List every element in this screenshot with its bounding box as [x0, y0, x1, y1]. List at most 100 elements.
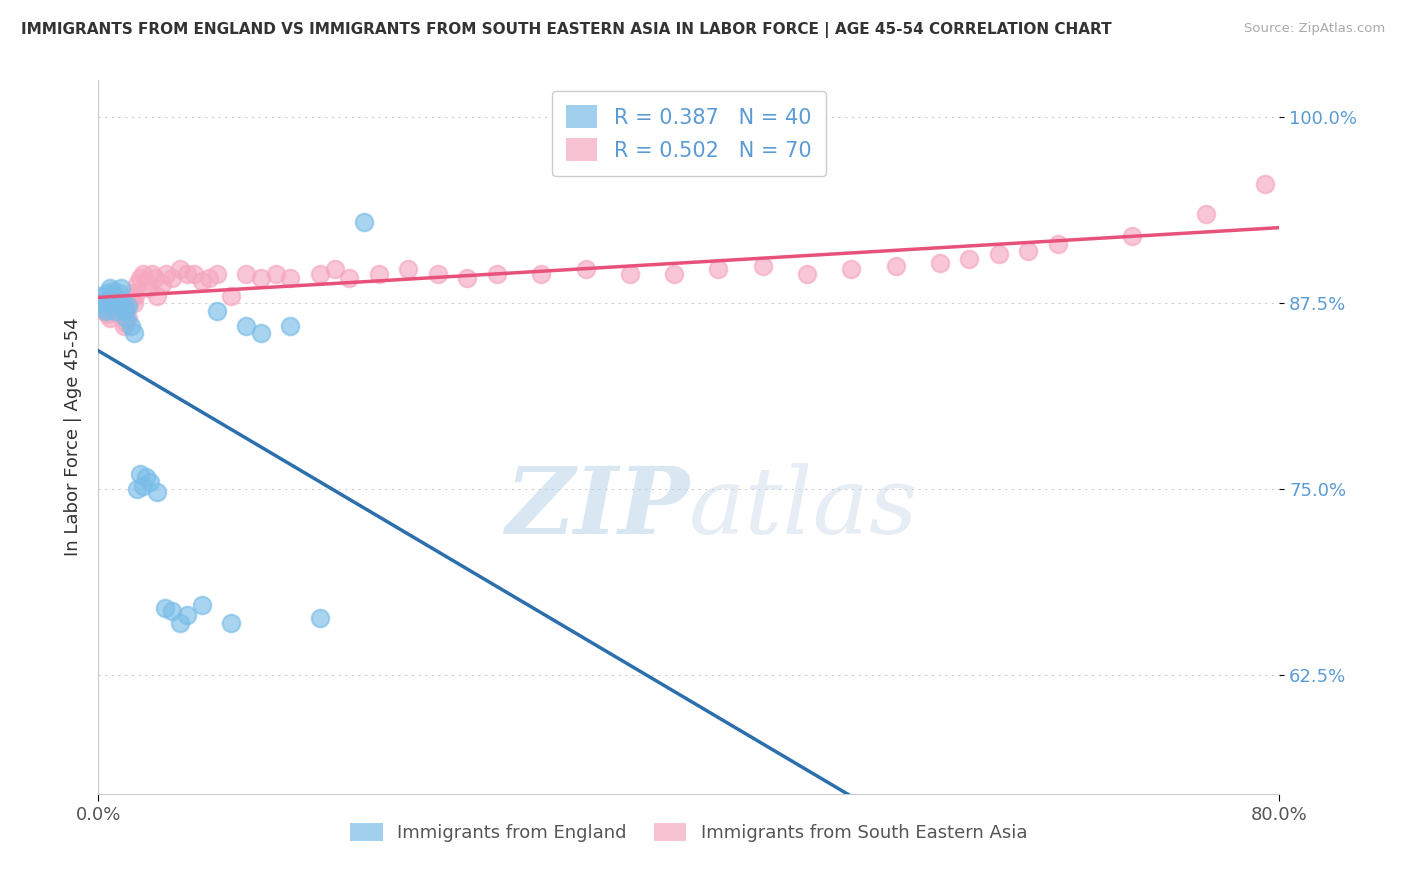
Point [110, 281, 132, 295]
Point [103, 285, 125, 299]
Point [114, 301, 136, 315]
Point [221, 615, 243, 630]
Point [111, 294, 134, 309]
Point [486, 267, 509, 281]
Point [111, 296, 134, 310]
Point [110, 307, 132, 321]
Point [124, 289, 146, 303]
Point [205, 303, 228, 318]
Point [191, 274, 214, 288]
Point [1018, 244, 1040, 259]
Point [884, 259, 907, 273]
Point [108, 301, 131, 315]
Point [841, 262, 863, 277]
Point [619, 267, 641, 281]
Point [929, 256, 952, 270]
Point [959, 252, 981, 266]
Point [575, 262, 598, 277]
Point [93, 301, 115, 315]
Point [1121, 229, 1143, 244]
Y-axis label: In Labor Force | Age 45-54: In Labor Force | Age 45-54 [63, 318, 82, 557]
Point [96, 307, 118, 321]
Point [132, 479, 155, 493]
Point [250, 271, 273, 285]
Point [235, 318, 257, 333]
Point [100, 289, 122, 303]
Point [117, 299, 139, 313]
Point [120, 318, 142, 333]
Point [93, 303, 115, 318]
Point [457, 271, 479, 285]
Point [96, 285, 118, 300]
Point [112, 318, 135, 333]
Point [104, 303, 127, 318]
Point [988, 247, 1011, 261]
Point [141, 267, 163, 281]
Point [115, 311, 138, 326]
Point [135, 470, 157, 484]
Point [100, 292, 122, 306]
Point [155, 267, 177, 281]
Point [752, 259, 775, 273]
Point [112, 303, 135, 318]
Point [339, 271, 361, 285]
Point [132, 267, 155, 281]
Point [280, 271, 302, 285]
Point [1195, 207, 1218, 221]
Point [107, 307, 129, 321]
Point [264, 267, 287, 281]
Point [125, 277, 148, 291]
Point [146, 485, 169, 500]
Point [114, 303, 136, 318]
Point [309, 611, 332, 625]
Point [796, 267, 818, 281]
Point [368, 267, 391, 281]
Point [94, 301, 117, 315]
Point [162, 271, 183, 285]
Point [115, 316, 138, 330]
Point [162, 604, 183, 618]
Point [143, 271, 166, 285]
Text: Source: ZipAtlas.com: Source: ZipAtlas.com [1244, 22, 1385, 36]
Point [128, 467, 150, 482]
Point [121, 285, 143, 300]
Point [98, 311, 121, 326]
Point [98, 281, 121, 295]
Point [176, 267, 198, 281]
Point [309, 267, 332, 281]
Point [107, 292, 129, 306]
Point [105, 296, 128, 310]
Point [1254, 178, 1277, 192]
Point [280, 318, 302, 333]
Point [530, 267, 553, 281]
Point [398, 262, 420, 277]
Point [122, 326, 145, 340]
Text: ZIP: ZIP [505, 464, 689, 553]
Point [122, 296, 145, 310]
Text: atlas: atlas [689, 464, 918, 553]
Point [183, 267, 205, 281]
Point [191, 598, 214, 612]
Point [97, 292, 120, 306]
Point [139, 475, 162, 489]
Point [89, 289, 111, 303]
Point [108, 285, 131, 300]
Point [91, 296, 114, 310]
Point [146, 289, 169, 303]
Point [198, 271, 221, 285]
Point [323, 262, 346, 277]
Point [138, 281, 160, 295]
Point [128, 271, 150, 285]
Point [205, 267, 228, 281]
Point [353, 214, 375, 228]
Point [94, 303, 117, 318]
Point [104, 303, 127, 318]
Point [235, 267, 257, 281]
Point [103, 289, 125, 303]
Point [153, 601, 176, 615]
Point [427, 267, 450, 281]
Point [664, 267, 686, 281]
Legend: Immigrants from England, Immigrants from South Eastern Asia: Immigrants from England, Immigrants from… [343, 815, 1035, 849]
Point [169, 262, 191, 277]
Point [117, 311, 139, 326]
